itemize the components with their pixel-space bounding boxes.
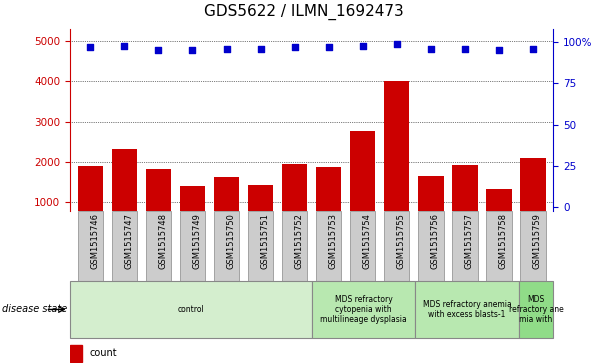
Bar [78,211,103,281]
Point [120,42,130,48]
Bar [70,281,311,338]
Point [188,48,198,53]
Bar [418,211,443,281]
Text: GSM1515751: GSM1515751 [261,213,269,269]
Bar [146,168,171,243]
Bar [350,211,375,281]
Bar [415,281,519,338]
Text: MDS
refractory ane
mia with: MDS refractory ane mia with [509,294,564,325]
Text: GSM1515758: GSM1515758 [499,213,508,269]
Bar [248,185,274,243]
Text: MDS refractory anemia
with excess blasts-1: MDS refractory anemia with excess blasts… [423,300,511,319]
Bar [316,211,341,281]
Point [426,46,435,52]
Text: GSM1515757: GSM1515757 [465,213,474,269]
Bar [146,211,171,281]
Bar [316,167,341,243]
Bar [70,344,82,362]
Bar [520,211,545,281]
Bar [180,211,206,281]
Text: control: control [178,305,204,314]
Text: GSM1515754: GSM1515754 [362,213,371,269]
Bar [520,158,545,243]
Bar [384,211,409,281]
Bar [78,166,103,243]
Point [528,46,537,52]
Text: GDS5622 / ILMN_1692473: GDS5622 / ILMN_1692473 [204,4,404,20]
Bar [418,176,443,243]
Bar [112,149,137,243]
Bar [214,211,240,281]
Bar [452,166,477,243]
Point [323,44,333,50]
Bar [519,281,553,338]
Bar [180,185,206,243]
Bar [282,164,308,243]
Text: GSM1515746: GSM1515746 [91,213,99,269]
Bar [112,211,137,281]
Text: GSM1515748: GSM1515748 [159,213,167,269]
Bar [311,281,415,338]
Point [290,44,300,50]
Point [358,42,367,48]
Text: GSM1515755: GSM1515755 [396,213,406,269]
Text: disease state: disease state [2,305,67,314]
Bar [248,211,274,281]
Text: MDS refractory
cytopenia with
multilineage dysplasia: MDS refractory cytopenia with multilinea… [320,294,407,325]
Point [460,46,469,52]
Bar [214,178,240,243]
Text: GSM1515749: GSM1515749 [193,213,201,269]
Point [392,41,401,47]
Point [222,46,232,52]
Text: GSM1515759: GSM1515759 [533,213,542,269]
Bar [486,189,511,243]
Text: GSM1515756: GSM1515756 [430,213,440,269]
Point [256,46,266,52]
Bar [350,131,375,243]
Bar [452,211,477,281]
Text: count: count [89,348,117,359]
Point [154,48,164,53]
Text: GSM1515747: GSM1515747 [125,213,133,269]
Bar [486,211,511,281]
Point [86,44,95,50]
Text: GSM1515750: GSM1515750 [227,213,235,269]
Point [494,48,503,53]
Bar [282,211,308,281]
Text: GSM1515753: GSM1515753 [328,213,337,269]
Bar [384,81,409,243]
Text: GSM1515752: GSM1515752 [295,213,303,269]
